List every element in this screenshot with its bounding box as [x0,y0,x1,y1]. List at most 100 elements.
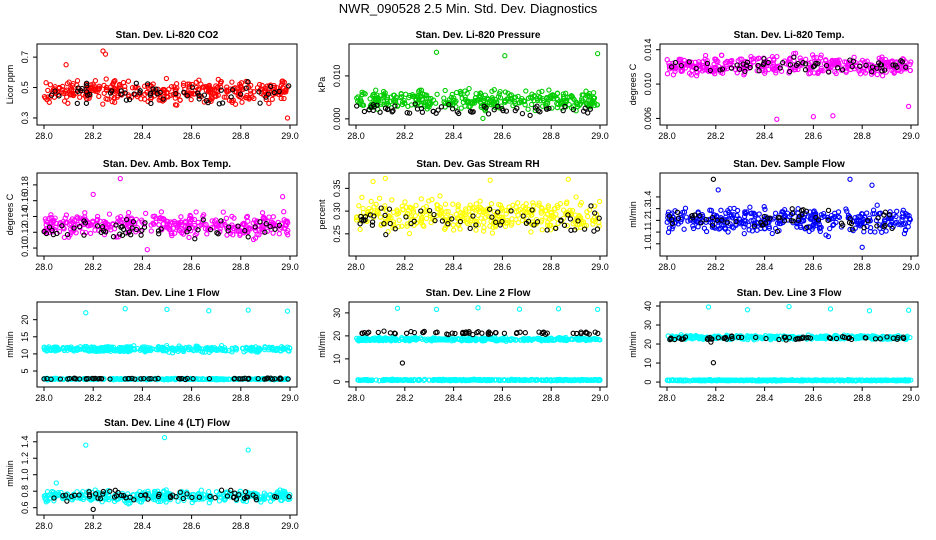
data-point [116,81,123,88]
data-point [551,206,558,212]
data-point [729,57,735,64]
data-point [180,80,187,86]
data-point [266,100,272,107]
data-point [573,194,579,200]
data-point [406,230,413,237]
x-tick-label: 28.4 [445,262,463,272]
data-point [171,84,177,90]
data-point [71,225,77,231]
data-point [193,79,199,85]
data-point [522,330,528,336]
data-point [228,224,234,230]
x-tick-label: 29.0 [591,262,609,272]
data-point [187,85,193,91]
plot-frame [36,43,298,126]
data-point [85,222,92,229]
data-point [52,88,58,94]
y-tick-label: 1.0 [643,238,653,251]
data-point [908,59,914,65]
data-point [744,59,751,65]
data-point [438,104,445,110]
y-axis-label: ml/min [628,201,638,228]
data-point [565,176,571,182]
x-tick-label: 28.0 [35,262,53,272]
data-point [506,208,512,214]
data-point [590,90,597,96]
data-point [184,90,190,96]
data-point [449,106,456,112]
series-all [354,305,603,344]
data-point [284,115,291,121]
data-point [528,229,534,235]
data-point [281,217,287,223]
chart-title: Stan. Dev. Li-820 CO2 [116,30,219,41]
data-point [189,84,195,90]
data-point [75,88,81,94]
data-point [186,225,192,232]
data-point [756,68,762,74]
data-point [254,218,260,224]
data-point [112,99,118,105]
data-point [242,228,248,234]
data-point [47,82,54,88]
data-point [264,83,270,89]
data-point [470,109,476,115]
data-point [723,63,729,70]
data-point [220,209,226,215]
data-point [442,201,449,207]
data-point [356,203,362,209]
data-point [133,226,140,233]
data-point [786,303,792,310]
y-tick-label: 0.7 [20,51,30,64]
data-point [66,234,72,240]
x-tick-label: 28.6 [805,262,823,272]
series-baseline [664,377,914,384]
data-point [237,84,244,90]
data-point [148,222,154,228]
data-point [522,102,528,108]
y-tick-label: 0.014 [643,38,653,61]
data-point [196,92,202,98]
data-point [207,87,214,93]
plot-frame [348,43,608,126]
data-point [811,54,817,61]
data-point [359,102,366,108]
data-point [117,175,123,182]
data-point [170,225,177,231]
data-point [791,54,797,60]
data-point [562,103,568,110]
data-point [502,89,509,95]
data-point [413,202,419,209]
data-point [898,68,904,74]
data-point [464,220,471,227]
data-point [247,226,254,232]
y-tick-label: 10 [332,354,342,364]
data-point [214,230,220,236]
data-point [206,308,212,314]
data-point [276,88,282,95]
data-point [874,71,880,78]
data-point [734,207,741,214]
data-point [79,85,85,92]
data-point [163,75,170,82]
data-point [905,103,912,110]
data-point [205,99,211,106]
data-point [94,213,101,220]
y-tick-label: 0.5 [20,81,30,94]
data-point [719,52,725,59]
data-point [877,62,884,68]
data-point [378,93,384,99]
data-point [668,64,675,70]
data-point [398,90,404,97]
data-point [281,209,287,215]
data-point [413,96,420,103]
data-point [715,187,721,193]
data-point [180,82,187,89]
data-point [181,89,187,95]
data-point [695,224,701,230]
data-point [126,96,133,103]
y-tick-label: 0.006 [643,107,653,130]
data-point [166,222,173,229]
